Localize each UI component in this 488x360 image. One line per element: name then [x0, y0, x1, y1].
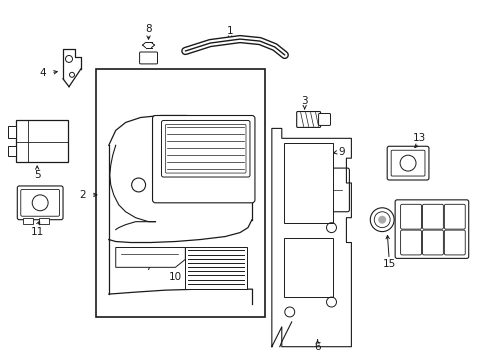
Bar: [8, 126, 16, 138]
Text: 8: 8: [145, 24, 152, 34]
FancyBboxPatch shape: [20, 189, 60, 216]
FancyBboxPatch shape: [17, 186, 63, 220]
Bar: [283, 143, 333, 223]
Text: 7: 7: [145, 262, 152, 272]
Bar: [8, 146, 16, 156]
Text: 13: 13: [411, 133, 425, 143]
Text: 15: 15: [382, 259, 395, 269]
Bar: [23, 218, 33, 224]
Text: 12: 12: [310, 213, 324, 223]
FancyBboxPatch shape: [139, 52, 157, 64]
Text: 2: 2: [80, 190, 86, 200]
Bar: [96, 69, 264, 317]
Bar: [185, 247, 246, 289]
Polygon shape: [116, 247, 185, 267]
FancyBboxPatch shape: [422, 230, 443, 255]
Bar: [283, 238, 333, 297]
Bar: [39, 218, 49, 224]
Text: 6: 6: [314, 342, 320, 352]
FancyBboxPatch shape: [444, 204, 464, 229]
Text: 14: 14: [451, 243, 465, 252]
FancyBboxPatch shape: [285, 168, 349, 212]
FancyBboxPatch shape: [296, 112, 320, 127]
Text: 4: 4: [40, 68, 46, 78]
Bar: [16, 121, 68, 162]
FancyBboxPatch shape: [161, 121, 249, 177]
Text: 9: 9: [337, 147, 344, 157]
Text: 11: 11: [30, 226, 44, 237]
FancyBboxPatch shape: [400, 230, 421, 255]
Text: 1: 1: [226, 26, 233, 36]
Text: 10: 10: [168, 272, 182, 282]
Text: 5: 5: [34, 170, 41, 180]
FancyBboxPatch shape: [386, 146, 428, 180]
FancyBboxPatch shape: [422, 204, 443, 229]
FancyBboxPatch shape: [400, 204, 421, 229]
Text: 3: 3: [301, 96, 307, 105]
FancyBboxPatch shape: [444, 230, 464, 255]
Circle shape: [377, 216, 386, 224]
FancyBboxPatch shape: [318, 113, 330, 125]
FancyBboxPatch shape: [152, 116, 254, 203]
FancyBboxPatch shape: [390, 150, 424, 176]
FancyBboxPatch shape: [394, 200, 468, 258]
